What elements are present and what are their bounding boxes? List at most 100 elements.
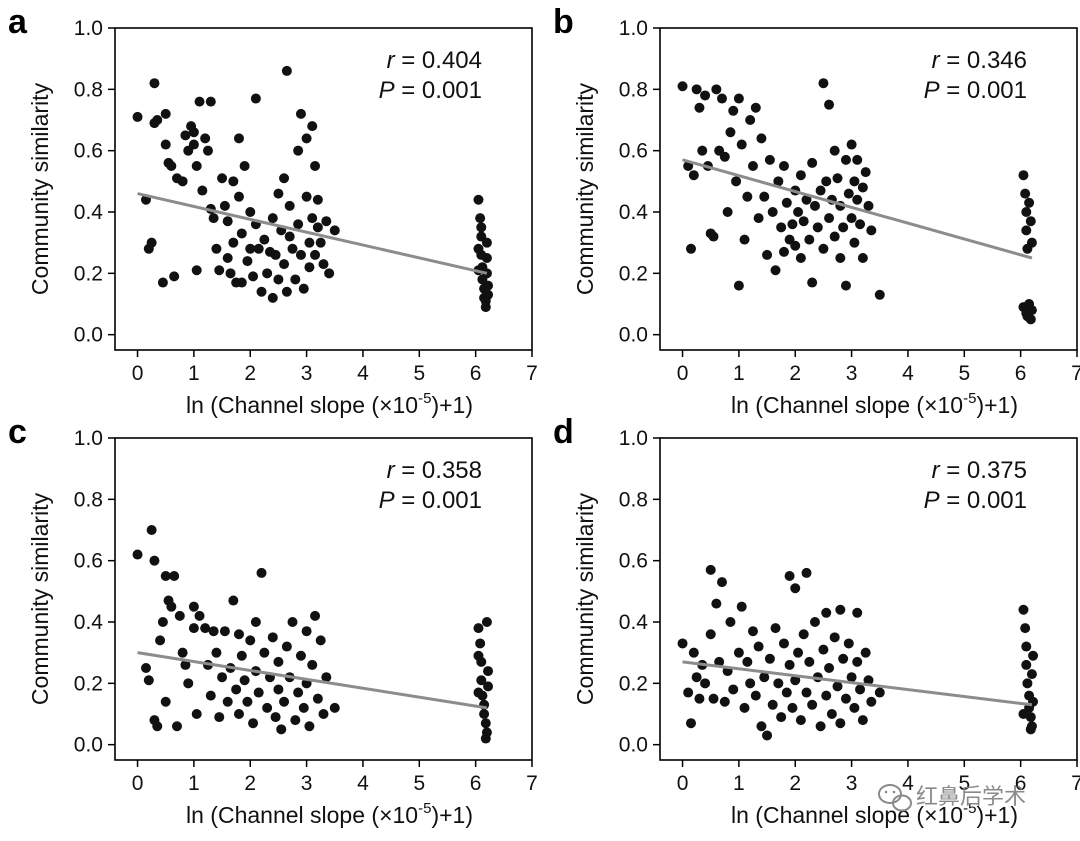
- data-point: [824, 213, 835, 224]
- data-point: [697, 145, 708, 156]
- data-point: [483, 666, 494, 677]
- data-point: [228, 176, 239, 187]
- data-point: [829, 231, 840, 242]
- data-point: [1026, 669, 1037, 680]
- p-symbol: P: [379, 77, 395, 104]
- data-point: [290, 274, 301, 285]
- data-point: [315, 635, 326, 646]
- p-symbol: P: [379, 487, 395, 514]
- x-axis-title-exponent: -5: [418, 800, 431, 817]
- data-point: [793, 207, 804, 217]
- y-axis-title: Community similarity: [27, 492, 53, 705]
- data-point: [1018, 709, 1029, 719]
- data-point: [214, 712, 225, 723]
- y-tick-label: 0.2: [619, 262, 648, 285]
- data-point: [809, 200, 820, 211]
- data-point: [736, 139, 747, 150]
- data-point: [273, 656, 284, 667]
- data-point: [688, 170, 699, 181]
- data-point: [731, 176, 742, 187]
- data-point: [284, 231, 295, 242]
- data-point: [225, 268, 236, 279]
- data-point: [245, 207, 256, 217]
- r-statistic: r = 0.346: [932, 47, 1027, 74]
- data-point: [756, 133, 767, 144]
- data-point: [840, 154, 851, 165]
- data-point: [846, 139, 857, 150]
- y-tick-label: 0.0: [619, 324, 648, 347]
- y-tick-label: 0.2: [619, 672, 648, 695]
- data-point: [733, 93, 744, 104]
- data-point: [160, 696, 171, 707]
- y-tick-label: 0.0: [74, 324, 103, 347]
- y-tick-label: 1.0: [619, 17, 648, 40]
- data-point: [307, 659, 318, 670]
- data-point: [1024, 197, 1035, 208]
- data-point: [1018, 170, 1029, 181]
- data-point: [739, 234, 750, 245]
- data-point: [321, 216, 332, 227]
- y-tick-label: 1.0: [74, 427, 103, 450]
- data-point: [152, 721, 163, 732]
- data-point: [826, 709, 837, 719]
- data-point: [160, 139, 171, 150]
- data-point: [773, 176, 784, 187]
- x-tick-label: 0: [132, 772, 144, 795]
- data-point: [188, 623, 199, 634]
- data-point: [262, 702, 273, 713]
- data-point: [307, 121, 318, 132]
- data-point: [197, 185, 208, 196]
- data-point: [276, 724, 287, 735]
- data-point: [694, 693, 705, 704]
- data-point: [228, 595, 239, 606]
- x-axis-title-suffix: )+1): [976, 802, 1018, 828]
- data-point: [1020, 623, 1031, 634]
- data-point: [716, 577, 727, 588]
- data-point: [473, 623, 484, 634]
- data-point: [233, 709, 244, 719]
- data-point: [245, 635, 256, 646]
- y-tick-label: 0.6: [74, 550, 103, 573]
- data-point: [211, 647, 222, 658]
- data-point: [157, 277, 168, 288]
- data-point: [239, 675, 250, 686]
- x-tick-label: 4: [902, 772, 914, 795]
- x-axis-title-exponent: -5: [963, 800, 976, 817]
- data-point: [677, 81, 688, 92]
- data-point: [177, 647, 188, 658]
- data-point: [708, 693, 719, 704]
- data-point: [857, 182, 868, 193]
- regression-line: [682, 660, 1033, 707]
- data-point: [479, 709, 490, 719]
- data-point: [171, 721, 182, 732]
- data-point: [205, 96, 216, 107]
- data-point: [169, 271, 180, 282]
- data-point: [293, 687, 304, 698]
- x-axis-title-suffix: )+1): [431, 392, 473, 418]
- data-point: [279, 696, 290, 707]
- x-axis-title: ln (Channel slope (×10-5)+1): [186, 800, 473, 828]
- y-tick-label: 0.0: [619, 734, 648, 757]
- data-point: [778, 161, 789, 171]
- data-point: [835, 604, 846, 615]
- data-point: [829, 145, 840, 156]
- regression-line: [682, 158, 1033, 260]
- data-point: [273, 188, 284, 199]
- data-point: [745, 115, 756, 125]
- x-tick-label: 2: [789, 772, 801, 795]
- data-point: [256, 567, 267, 578]
- data-point: [852, 656, 863, 667]
- y-tick-label: 1.0: [619, 427, 648, 450]
- r-statistic: r = 0.375: [932, 457, 1027, 484]
- data-point: [281, 286, 292, 297]
- data-point: [1021, 207, 1032, 217]
- data-point: [756, 721, 767, 732]
- data-point: [318, 709, 329, 719]
- data-point: [157, 617, 168, 627]
- data-point: [480, 295, 491, 306]
- x-axis-title-prefix: ln (Channel slope (: [186, 392, 379, 418]
- data-point: [169, 571, 180, 581]
- data-point: [790, 675, 801, 686]
- x-axis-title: ln (Channel slope (×10-5)+1): [186, 390, 473, 418]
- data-point: [250, 617, 261, 627]
